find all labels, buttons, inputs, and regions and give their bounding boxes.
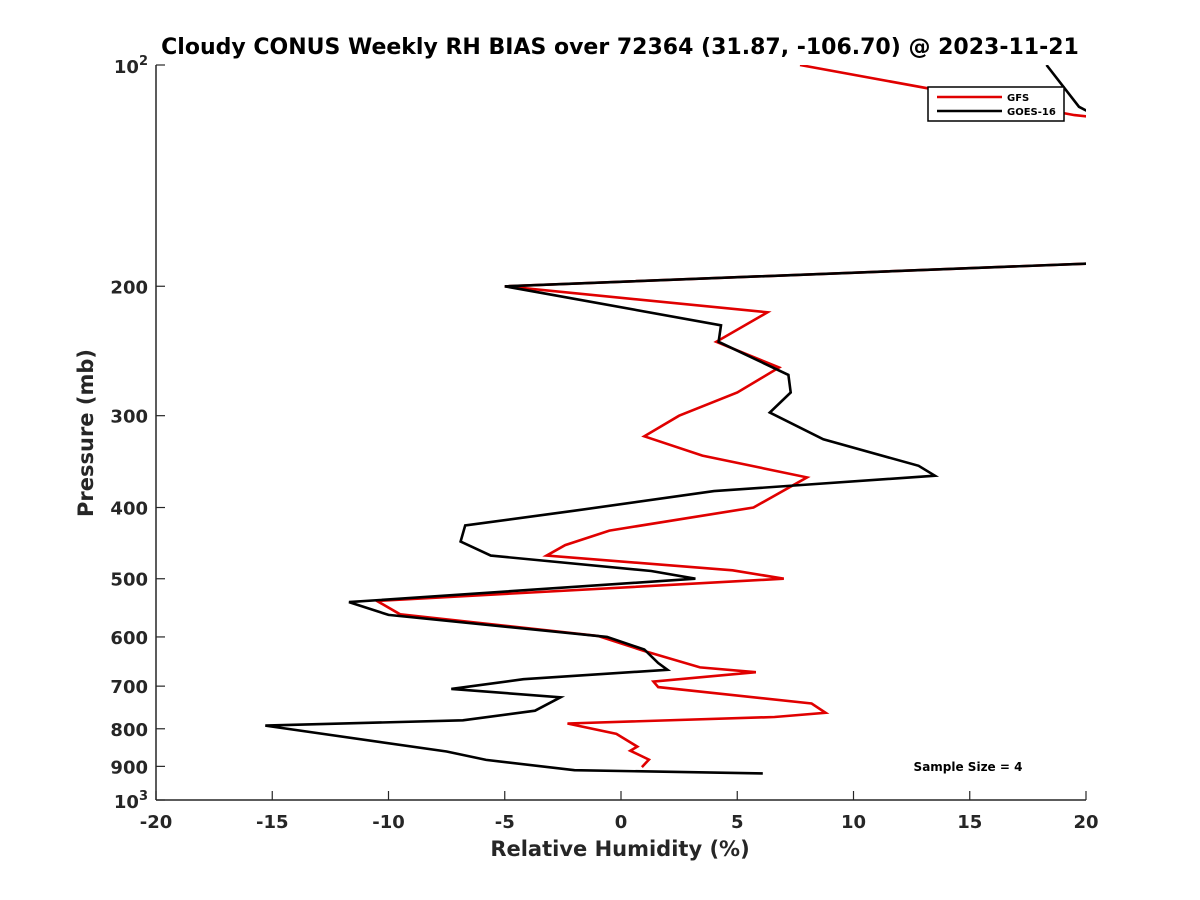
y-tick-label: 600 [110, 628, 148, 649]
x-axis-label: Relative Humidity (%) [490, 837, 749, 861]
y-tick-label: 300 [110, 407, 148, 428]
legend: GFS GOES-16 [927, 86, 1065, 122]
y-tick-label: 800 [110, 720, 148, 741]
y-tick-label: 500 [110, 570, 148, 591]
legend-box [927, 86, 1065, 122]
x-tick-label: -5 [495, 812, 515, 833]
series-line-gfs [372, 65, 1086, 768]
axes: -20 -15 -10 -5 0 5 10 15 20 102 200 300 400 500 600 700… [110, 54, 1098, 833]
x-tick-label: 10 [841, 812, 866, 833]
y-tick-label: 200 [110, 277, 148, 298]
y-tick-label: 400 [110, 499, 148, 520]
series-line-goes-16 [265, 65, 1086, 775]
legend-label: GFS [1007, 93, 1029, 104]
x-tick-label: 15 [957, 812, 982, 833]
sample-size-annotation: Sample Size = 4 [914, 760, 1023, 774]
y-tick-label: 103 [114, 789, 148, 813]
x-tick-label: 20 [1073, 812, 1098, 833]
x-tick-label: 5 [731, 812, 744, 833]
y-tick-label: 900 [110, 757, 148, 778]
y-tick-label: 102 [114, 54, 148, 78]
chart-title: Cloudy CONUS Weekly RH BIAS over 72364 (… [161, 35, 1079, 60]
series-layer [265, 65, 1086, 775]
x-tick-label: 0 [615, 812, 628, 833]
y-axis-label: Pressure (mb) [74, 349, 98, 517]
legend-label: GOES-16 [1007, 107, 1056, 118]
x-tick-label: -20 [140, 812, 173, 833]
x-tick-label: -10 [372, 812, 405, 833]
y-tick-label: 700 [110, 677, 148, 698]
x-tick-label: -15 [256, 812, 289, 833]
